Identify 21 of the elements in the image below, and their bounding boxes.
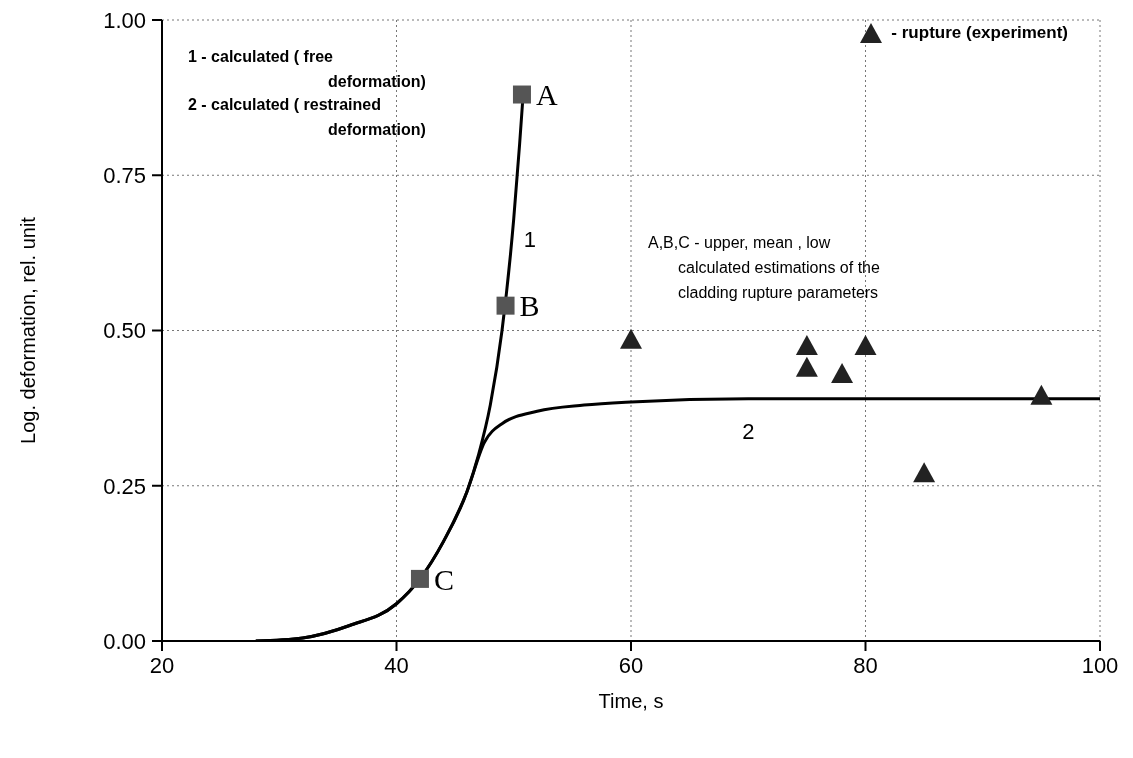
y-tick-label: 0.50 — [103, 318, 146, 344]
x-tick-label: 20 — [149, 652, 175, 678]
y-tick-label: 0.00 — [103, 628, 146, 654]
series-label: 2 — [742, 418, 755, 444]
annotation: A,B,C - upper, mean , low calculated estimations of the cladding rupture parameters — [648, 233, 881, 303]
y-tick-label: 0.75 — [103, 163, 146, 189]
series-label: 1 — [523, 226, 536, 252]
annotation: 1 - calculated ( free deformation) — [188, 47, 427, 92]
annotation: B — [519, 289, 540, 323]
legend-label: - rupture (experiment) — [891, 23, 1068, 43]
y-axis-title: Log. deformation, rel. unit — [17, 216, 40, 444]
x-tick-label: 40 — [384, 652, 409, 678]
x-tick-label: 60 — [618, 652, 644, 678]
annotation: 2 - calculated ( restrained deformation) — [188, 95, 427, 140]
x-tick-label: 100 — [1081, 652, 1119, 678]
annotation: A — [535, 78, 558, 112]
y-tick-label: 1.00 — [103, 7, 146, 33]
x-tick-label: 80 — [853, 652, 878, 678]
x-axis-title: Time, s — [598, 690, 664, 712]
y-tick-label: 0.25 — [103, 473, 146, 499]
annotation: C — [433, 562, 454, 596]
